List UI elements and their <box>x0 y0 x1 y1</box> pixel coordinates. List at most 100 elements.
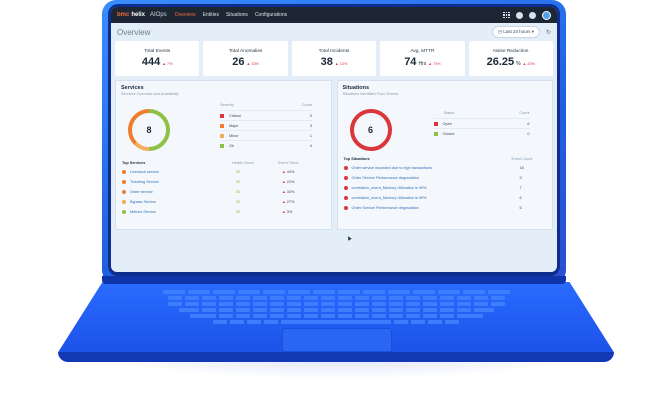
status-dot <box>343 206 348 210</box>
list-item[interactable]: Bypass Service 50 ▲ 27% <box>122 197 318 207</box>
ok-swatch <box>220 143 224 148</box>
nav-configurations[interactable]: Configurations <box>254 12 288 18</box>
keyboard <box>108 290 564 328</box>
services-panel: Services Services Overview and Availabil… <box>115 80 332 230</box>
service-link[interactable]: Bypass Service <box>130 200 157 204</box>
list-item[interactable]: correlation_event_Memory Utilization is … <box>343 193 540 203</box>
critical-swatch <box>220 113 224 118</box>
open-swatch <box>433 121 438 126</box>
event-count: 9 <box>519 176 522 180</box>
severity-header: Severity <box>220 103 234 107</box>
brand-suffix: helix <box>131 12 146 18</box>
situations-donut[interactable]: 6 <box>348 107 394 153</box>
app-screen: bmc helix AIOps Overview Entities Situat… <box>111 7 557 272</box>
product-name: AIOps <box>150 12 167 18</box>
list-item[interactable]: Order Service Performance degradation 5 <box>343 203 540 213</box>
donut-total: 6 <box>367 125 373 135</box>
services-donut-chart <box>128 109 170 151</box>
legend-label: Critical <box>229 113 241 118</box>
kpi-value: 38 <box>320 56 333 68</box>
status-dot <box>122 200 126 204</box>
user-avatar[interactable] <box>542 10 551 20</box>
status-dot <box>122 190 126 194</box>
list-item[interactable]: Ticketing Service 50 ▲ 22% <box>122 177 318 187</box>
top-services-title: Top Services <box>122 161 146 165</box>
status-legend: Status Count Open 6 Closed 0 <box>433 103 530 138</box>
main-nav: Overview Entities Situations Configurati… <box>175 12 287 18</box>
legend-count: 0 <box>527 131 530 136</box>
legend-row[interactable]: Ok 4 <box>220 140 312 150</box>
situation-link[interactable]: correlation_event_Memory Utilization is … <box>351 196 427 200</box>
time-range-picker[interactable]: ◷ Last 24 hours ▾ <box>492 26 540 38</box>
event-count: 5 <box>519 206 522 210</box>
legend-row[interactable]: Closed 0 <box>433 128 530 138</box>
laptop-hinge <box>102 276 566 284</box>
legend-row[interactable]: Major 3 <box>220 120 312 130</box>
health-score: 50 <box>236 190 241 194</box>
legend-label: Minor <box>229 133 239 138</box>
severity-legend: Severity Count Critical 0 Major 3 Minor 1 Ok… <box>220 103 312 150</box>
list-item[interactable]: Livestock service 50 ▲ 44% <box>122 167 318 177</box>
kpi-total-events[interactable]: Total Events 444 ▲ 7% <box>115 41 200 76</box>
kpi-total-anomalies[interactable]: Total Anomalies 26 ▲ 33% <box>203 41 288 76</box>
trend-value: 27% <box>286 200 295 204</box>
status-dot <box>122 210 126 214</box>
legend-row[interactable]: Critical 0 <box>220 110 312 120</box>
list-item[interactable]: Order service 50 ▲ 33% <box>122 187 318 197</box>
list-item[interactable]: Metrics Service 50 ▲ 3% <box>122 207 318 217</box>
situation-link[interactable]: correlation_event_Memory Utilization is … <box>351 186 427 190</box>
trend-value: 3% <box>286 210 293 214</box>
health-score: 50 <box>236 200 241 204</box>
service-link[interactable]: Metrics Service <box>130 210 156 214</box>
legend-count: 6 <box>527 121 530 126</box>
legend-label: Ok <box>229 143 234 148</box>
kpi-delta: ▲ 73% <box>428 62 441 66</box>
brand-logo[interactable]: bmc helix AIOps <box>117 12 167 18</box>
kpi-avg-mttr[interactable]: Avg. MTTR 74 Hrs ▲ 73% <box>380 41 465 76</box>
compass-icon[interactable] <box>516 11 523 19</box>
panel-title: Services <box>121 85 144 91</box>
list-item[interactable]: correlation_event_Memory Utilization is … <box>343 183 540 193</box>
trend-up-icon: ▲ <box>282 210 286 214</box>
brand-prefix: bmc <box>117 12 130 18</box>
nav-entities[interactable]: Entities <box>202 12 219 18</box>
situation-link[interactable]: Order Service Performance degradation <box>351 206 419 210</box>
legend-row[interactable]: Open 6 <box>433 118 530 128</box>
kpi-delta: ▲ 10% <box>334 62 348 66</box>
services-donut[interactable]: 8 <box>126 107 172 153</box>
situation-link[interactable]: Order Service Performance degradation <box>351 176 419 180</box>
status-dot <box>122 170 126 174</box>
kpi-value: 26.25 <box>486 56 515 68</box>
kpi-noise-reduction[interactable]: Noise Reduction 26.25% ▲ 20% <box>468 41 554 76</box>
service-link[interactable]: Livestock service <box>130 170 159 174</box>
service-link[interactable]: Order service <box>130 190 153 194</box>
page-title: Overview <box>117 27 151 37</box>
time-range-label: Last 24 hours ▾ <box>503 29 534 34</box>
nav-situations[interactable]: Situations <box>225 12 248 18</box>
situation-link[interactable]: Order service impacted due to high trans… <box>351 166 433 170</box>
situations-donut-chart <box>349 109 392 151</box>
apps-grid-icon[interactable] <box>503 11 510 19</box>
trend-value: 44% <box>286 170 295 174</box>
list-item[interactable]: Order service impacted due to high trans… <box>343 163 540 173</box>
trend-up-icon: ▲ <box>282 190 286 194</box>
donut-total: 8 <box>146 125 152 135</box>
status-dot <box>343 186 348 190</box>
legend-label: Major <box>229 123 239 128</box>
kpi-value: 26 <box>232 56 245 68</box>
legend-row[interactable]: Minor 1 <box>220 130 312 140</box>
kpi-total-incidents[interactable]: Total Incidents 38 ▲ 10% <box>291 41 377 76</box>
refresh-icon[interactable]: ↻ <box>545 29 551 36</box>
top-navbar: bmc helix AIOps Overview Entities Situat… <box>111 7 557 23</box>
help-icon[interactable] <box>529 11 536 19</box>
legend-count: 3 <box>309 123 312 128</box>
service-link[interactable]: Ticketing Service <box>130 180 159 184</box>
list-item[interactable]: Order Service Performance degradation 9 <box>343 173 540 183</box>
status-dot <box>343 196 348 200</box>
top-situations-list: Top Situations Event Count Order service … <box>343 157 540 213</box>
legend-label: Closed <box>442 131 455 136</box>
situations-panel: Situations Situations Identified From Ev… <box>336 80 553 230</box>
kpi-value: 74 <box>404 56 417 68</box>
nav-overview[interactable]: Overview <box>174 12 196 18</box>
kpi-label: Total Events <box>144 49 171 54</box>
